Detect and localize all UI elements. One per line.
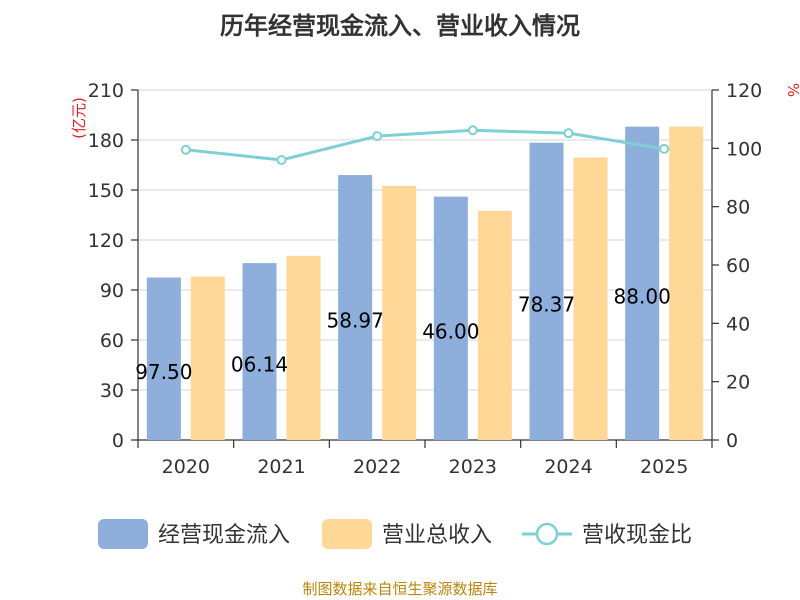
ratio-point <box>180 144 191 155</box>
chart-title: 历年经营现金流入、营业收入情况 <box>220 12 580 40</box>
bar-revenue <box>382 185 417 440</box>
data-source-note: 制图数据来自恒生聚源数据库 <box>302 580 498 598</box>
ratio-line <box>185 128 665 162</box>
bar-data-label: 58.97 <box>327 309 384 333</box>
ratio-point <box>563 128 574 139</box>
bar-revenue <box>286 255 321 440</box>
bar-cash-inflow <box>146 277 181 440</box>
bar-cash-inflow <box>242 263 277 440</box>
right-axis-unit: % <box>784 83 800 97</box>
x-axis-tick-label: 2023 <box>449 456 497 478</box>
legend-marker-ratio <box>535 522 559 546</box>
x-axis-tick-label: 2022 <box>353 456 401 478</box>
x-axis-tick-label: 2020 <box>162 456 210 478</box>
legend-swatch-revenue <box>322 519 372 549</box>
right-axis-tick-label: 0 <box>726 430 738 452</box>
x-axis-tick-label: 2021 <box>257 456 305 478</box>
x-axis-tick-label: 2025 <box>640 456 688 478</box>
x-axis-tick-label: 2024 <box>544 456 592 478</box>
ratio-point <box>372 131 383 142</box>
right-axis-tick-label: 20 <box>726 372 750 394</box>
right-axis-tick-label: 120 <box>726 80 762 102</box>
bar-cash-inflow <box>625 126 660 441</box>
legend-label-revenue: 营业总收入 <box>382 523 492 548</box>
legend-label-cash-inflow: 经营现金流入 <box>158 523 290 548</box>
bar-cash-inflow <box>433 196 468 440</box>
bar-revenue <box>477 210 512 440</box>
right-axis-tick-label: 100 <box>726 138 762 160</box>
bar-data-label: 06.14 <box>231 353 288 377</box>
left-axis-tick-label: 180 <box>88 130 124 152</box>
left-axis-tick-label: 210 <box>88 80 124 102</box>
bar-data-label: 46.00 <box>422 319 479 343</box>
ratio-point <box>659 143 670 154</box>
left-axis-tick-label: 120 <box>88 230 124 252</box>
bar-data-label: 78.37 <box>518 292 575 316</box>
legend-swatch-cash-inflow <box>98 519 148 549</box>
ratio-point <box>467 125 478 136</box>
left-axis-tick-label: 90 <box>100 280 124 302</box>
left-axis-tick-label: 150 <box>88 180 124 202</box>
right-axis-tick-label: 80 <box>726 197 750 219</box>
bar-cash-inflow <box>529 142 564 440</box>
bar-revenue <box>669 126 704 441</box>
left-axis-tick-label: 30 <box>100 380 124 402</box>
bar-cash-inflow <box>338 175 373 441</box>
right-axis-tick-label: 40 <box>726 313 750 335</box>
left-axis-tick-label: 60 <box>100 330 124 352</box>
left-axis-unit: (亿元) <box>70 97 88 139</box>
bar-data-label: 97.50 <box>135 360 192 384</box>
ratio-point <box>276 155 287 165</box>
bar-revenue <box>190 276 225 440</box>
bar-data-label: 88.00 <box>614 284 671 308</box>
bar-revenue <box>573 157 608 440</box>
left-axis-tick-label: 0 <box>112 430 124 452</box>
legend-label-ratio: 营收现金比 <box>582 523 692 548</box>
right-axis-tick-label: 60 <box>726 255 750 277</box>
